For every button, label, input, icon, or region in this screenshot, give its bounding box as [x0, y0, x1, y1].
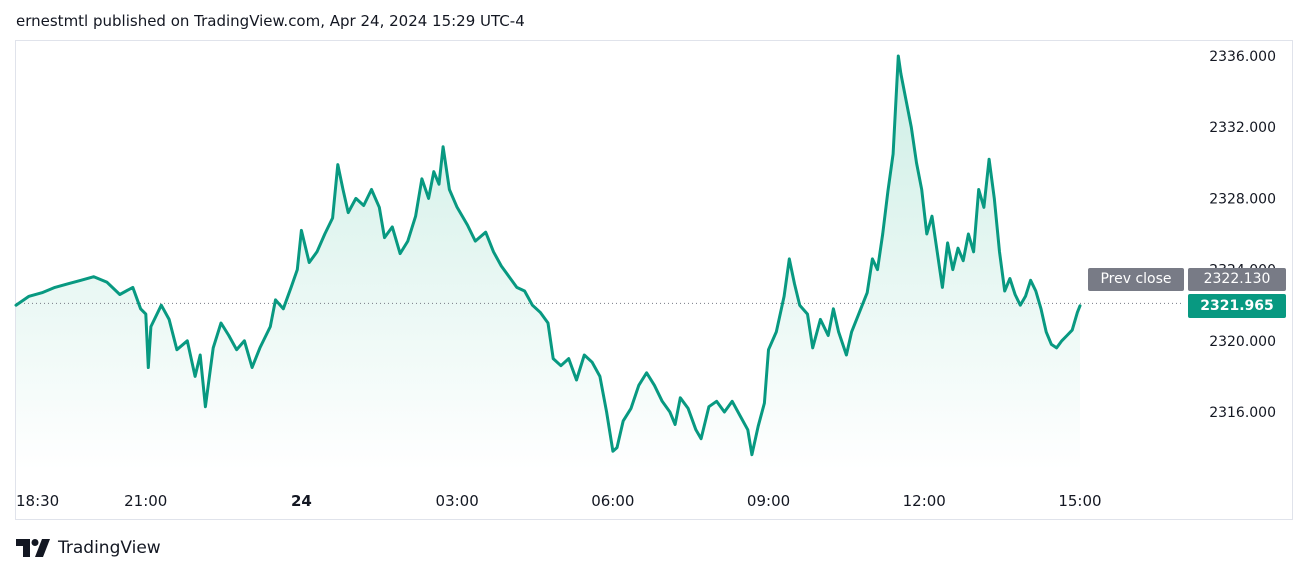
x-tick-label: 03:00: [436, 492, 479, 510]
prev-close-label: Prev close: [1088, 268, 1184, 291]
x-tick-label: 15:00: [1058, 492, 1101, 510]
x-tick-label: 12:00: [903, 492, 946, 510]
prev-close-price-label: 2322.130: [1188, 268, 1286, 291]
y-tick-label: 2332.000: [1209, 120, 1276, 136]
footer: TradingView: [16, 538, 161, 558]
chart-frame: [15, 40, 1293, 520]
y-tick-label: 2320.000: [1209, 334, 1276, 350]
tradingview-logo-icon[interactable]: [16, 539, 50, 557]
y-tick-label: 2316.000: [1209, 405, 1276, 421]
last-price-label: 2321.965: [1188, 294, 1286, 318]
x-axis: 18:30 21:00 24 03:00 06:00 09:00 12:00 15:00: [16, 492, 1102, 510]
y-tick-label: 2328.000: [1209, 191, 1276, 207]
price-line[interactable]: [14, 54, 1082, 457]
tradingview-brand[interactable]: TradingView: [58, 538, 161, 558]
y-tick-label: 2336.000: [1209, 49, 1276, 65]
x-tick-label: 18:30: [16, 492, 59, 510]
x-tick-label: 06:00: [591, 492, 634, 510]
y-axis: 2336.0002332.0002328.0002324.0002320.000…: [1209, 49, 1276, 421]
x-tick-label: 21:00: [124, 492, 167, 510]
x-tick-label: 09:00: [747, 492, 790, 510]
price-area-fill: [16, 56, 1080, 470]
publish-info: ernestmtl published on TradingView.com, …: [16, 12, 525, 30]
x-tick-label: 24: [291, 492, 312, 510]
